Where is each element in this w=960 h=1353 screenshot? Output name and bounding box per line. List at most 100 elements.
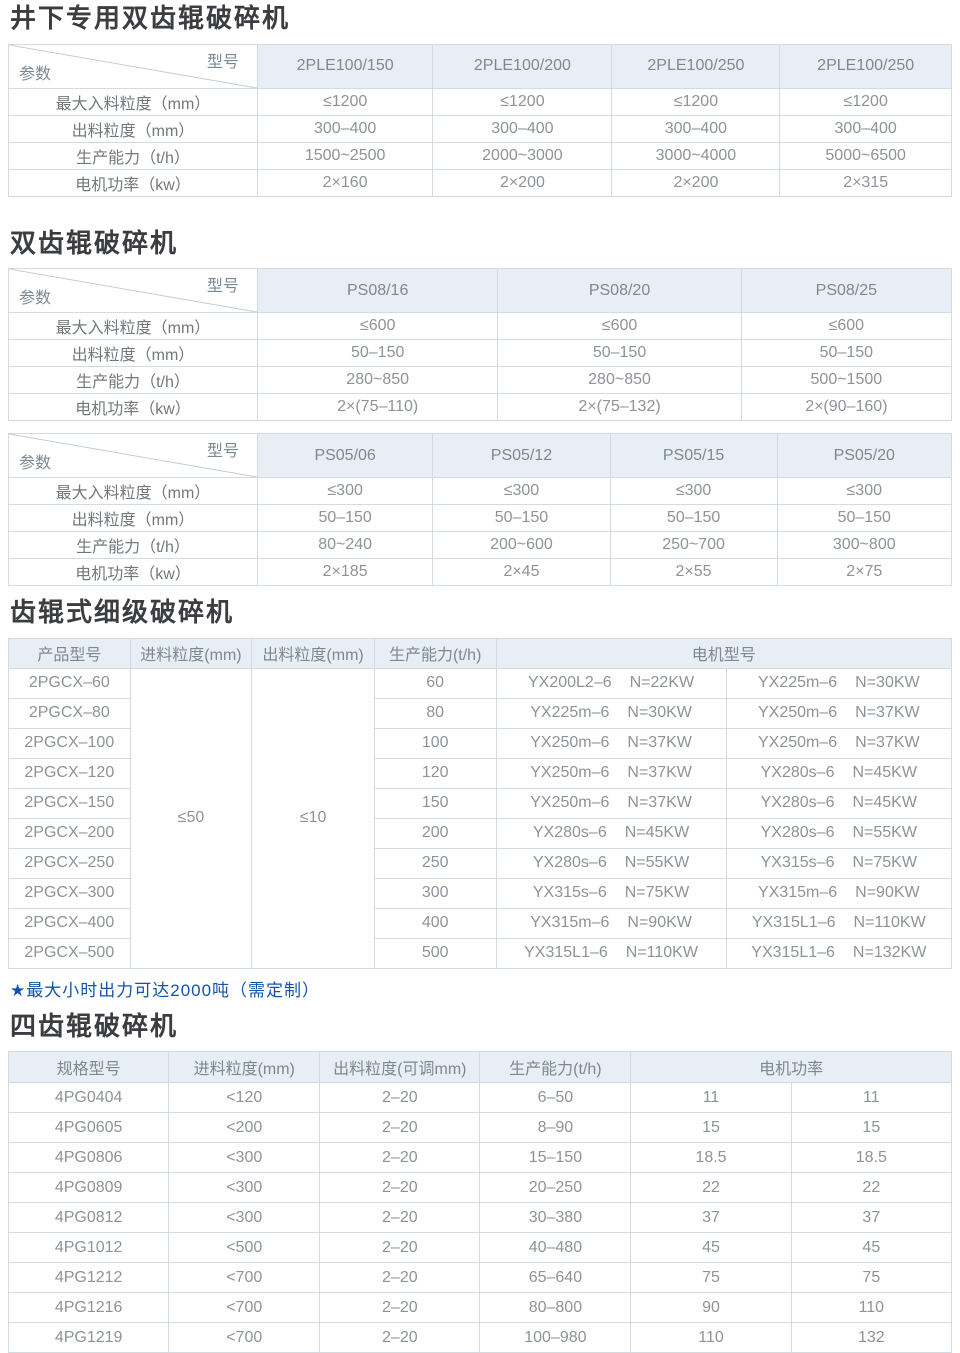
diagonal-header-cell: 型号参数 bbox=[9, 269, 258, 313]
motor-power: N=110KW bbox=[626, 944, 698, 962]
motor-power: N=37KW bbox=[627, 794, 691, 812]
param-value: 500~1500 bbox=[741, 367, 951, 394]
corner-bottom-label: 参数 bbox=[19, 449, 51, 473]
discharge-size-cell: 2–20 bbox=[320, 1233, 480, 1263]
model-cell: 2PGCX–60 bbox=[9, 668, 131, 698]
param-value: 2×(90–160) bbox=[741, 394, 951, 421]
section-title: 双齿辊破碎机 bbox=[10, 227, 952, 260]
param-value: 50–150 bbox=[777, 505, 951, 532]
param-value: 300–400 bbox=[257, 115, 432, 142]
motor-type: YX250m–6 bbox=[530, 794, 609, 812]
motor-power: N=30KW bbox=[627, 704, 691, 722]
param-label: 生产能力（t/h） bbox=[9, 142, 258, 169]
param-value: 280~850 bbox=[498, 367, 741, 394]
model-cell: 4PG0806 bbox=[9, 1143, 169, 1173]
model-header: PS05/12 bbox=[433, 434, 610, 478]
model-cell: 2PGCX–500 bbox=[9, 938, 131, 968]
motor-power: N=30KW bbox=[855, 674, 919, 692]
param-value: 1500~2500 bbox=[257, 142, 432, 169]
motor-type: YX250m–6 bbox=[758, 704, 837, 722]
capacity-cell: 6–50 bbox=[480, 1083, 631, 1113]
section-5: 四齿辊破碎机规格型号进料粒度(mm)出料粒度(可调mm)生产能力(t/h)电机功… bbox=[8, 1010, 952, 1353]
motor-power: N=37KW bbox=[855, 734, 919, 752]
section-title: 齿辊式细级破碎机 bbox=[10, 596, 952, 629]
table-row: 最大入料粒度（mm）≤300≤300≤300≤300 bbox=[9, 478, 952, 505]
section-title: 井下专用双齿辊破碎机 bbox=[10, 2, 952, 35]
param-value: 200~600 bbox=[433, 532, 610, 559]
capacity-cell: 30–380 bbox=[480, 1203, 631, 1233]
discharge-size-cell: 2–20 bbox=[320, 1113, 480, 1143]
feed-size-cell: <700 bbox=[169, 1293, 320, 1323]
feed-size-cell: <300 bbox=[169, 1173, 320, 1203]
motor1-cell: YX315L1–6 N=110KW bbox=[496, 938, 726, 968]
motor-power-cell: 75 bbox=[791, 1263, 951, 1293]
column-header: 进料粒度(mm) bbox=[130, 638, 252, 668]
param-value: 300–400 bbox=[612, 115, 780, 142]
param-value: 280~850 bbox=[257, 367, 497, 394]
param-value: 300–400 bbox=[780, 115, 952, 142]
param-label: 出料粒度（mm） bbox=[9, 115, 258, 142]
motor-type: YX280s–6 bbox=[761, 824, 835, 842]
column-header: 电机型号 bbox=[496, 638, 952, 668]
model-header: PS05/06 bbox=[257, 434, 432, 478]
param-value: 2×45 bbox=[433, 559, 610, 586]
model-header: PS05/20 bbox=[777, 434, 951, 478]
param-label: 最大入料粒度（mm） bbox=[9, 88, 258, 115]
motor-power-cell: 18.5 bbox=[631, 1143, 791, 1173]
motor-type: YX250m–6 bbox=[758, 734, 837, 752]
motor-type: YX280s–6 bbox=[761, 764, 835, 782]
param-value: 2×(75–110) bbox=[257, 394, 497, 421]
header-row: 规格型号进料粒度(mm)出料粒度(可调mm)生产能力(t/h)电机功率 bbox=[9, 1052, 952, 1083]
capacity-cell: 150 bbox=[374, 788, 496, 818]
capacity-cell: 40–480 bbox=[480, 1233, 631, 1263]
motor-type: YX315L1–6 bbox=[752, 914, 836, 932]
model-cell: 4PG1216 bbox=[9, 1293, 169, 1323]
column-header: 产品型号 bbox=[9, 638, 131, 668]
custom-order-note: ★最大小时出力可达2000吨（需定制） bbox=[10, 976, 952, 1001]
param-value: ≤300 bbox=[433, 478, 610, 505]
motor-power: N=132KW bbox=[853, 944, 926, 962]
corner-top-label: 型号 bbox=[207, 48, 239, 72]
model-cell: 4PG1212 bbox=[9, 1263, 169, 1293]
param-label: 最大入料粒度（mm） bbox=[9, 313, 258, 340]
model-cell: 4PG0404 bbox=[9, 1083, 169, 1113]
motor-power-cell: 45 bbox=[791, 1233, 951, 1263]
model-cell: 2PGCX–150 bbox=[9, 788, 131, 818]
model-cell: 4PG0812 bbox=[9, 1203, 169, 1233]
model-header: 2PLE100/250 bbox=[780, 44, 952, 88]
motor-power-cell: 110 bbox=[631, 1323, 791, 1353]
motor-spec: YX315L1–6 N=110KW bbox=[499, 944, 724, 962]
model-cell: 4PG1012 bbox=[9, 1233, 169, 1263]
motor-power-cell: 37 bbox=[791, 1203, 951, 1233]
table-row: 电机功率（kw）2×(75–110)2×(75–132)2×(90–160) bbox=[9, 394, 952, 421]
capacity-cell: 65–640 bbox=[480, 1263, 631, 1293]
motor-spec: YX250m–6 N=37KW bbox=[729, 734, 949, 752]
corner-bottom-label: 参数 bbox=[19, 284, 51, 308]
motor-type: YX315L1–6 bbox=[524, 944, 608, 962]
